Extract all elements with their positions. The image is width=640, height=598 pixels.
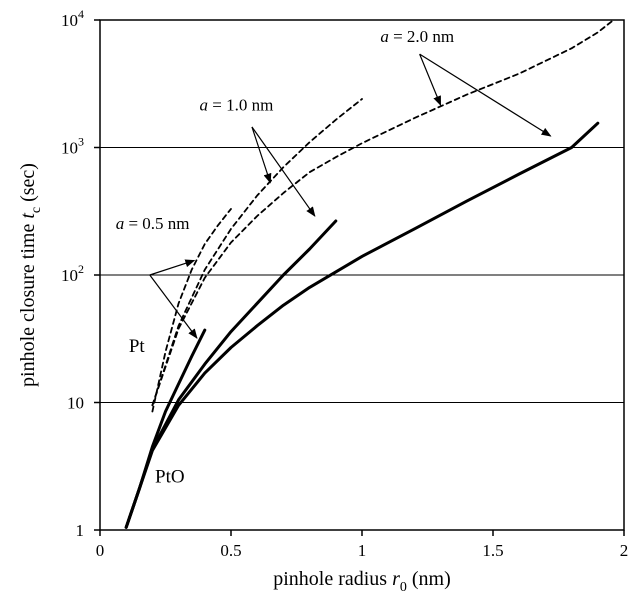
texts: 0 0.5 1 1.5 2 1 10 102 103 104 a = 0.5 nm a = 1.0 n… xyxy=(17,7,628,595)
curve-label: PtO xyxy=(155,467,185,488)
grid xyxy=(100,147,624,403)
annotation-arrow xyxy=(149,274,198,339)
annotation-label: a = 1.0 nm xyxy=(200,96,274,115)
annotation-label: a = 0.5 nm xyxy=(116,214,190,233)
y-axis-title: pinhole closure time tc (sec) xyxy=(17,163,44,387)
y-tick-label: 103 xyxy=(61,135,84,158)
annotation-label: a = 2.0 nm xyxy=(380,27,454,46)
x-tick-label: 1 xyxy=(358,541,367,560)
annotation-arrow xyxy=(251,126,272,184)
x-tick-label: 1.5 xyxy=(482,541,503,560)
annotation-arrow xyxy=(419,53,552,137)
y-tick-label: 104 xyxy=(61,7,84,30)
annotation-arrow xyxy=(419,53,442,107)
y-tick-label: 102 xyxy=(61,262,84,285)
ticks xyxy=(94,19,625,536)
x-tick-label: 2 xyxy=(620,541,629,560)
annotation-arrow xyxy=(149,259,196,276)
curve-label: Pt xyxy=(129,336,146,357)
y-tick-label: 1 xyxy=(76,521,85,540)
curves xyxy=(124,19,615,529)
x-tick-label: 0 xyxy=(96,541,105,560)
annotation-arrow xyxy=(251,126,316,217)
annotation-arrows xyxy=(149,53,552,339)
dashed-curve-6 xyxy=(151,19,615,407)
y-tick-label: 10 xyxy=(67,394,84,413)
dashed-curve-5 xyxy=(151,98,363,407)
dashed-curve-4 xyxy=(151,208,232,413)
x-axis-title: pinhole radius r0 (nm) xyxy=(273,568,451,595)
solid-curve-3 xyxy=(124,121,600,529)
x-tick-label: 0.5 xyxy=(220,541,241,560)
